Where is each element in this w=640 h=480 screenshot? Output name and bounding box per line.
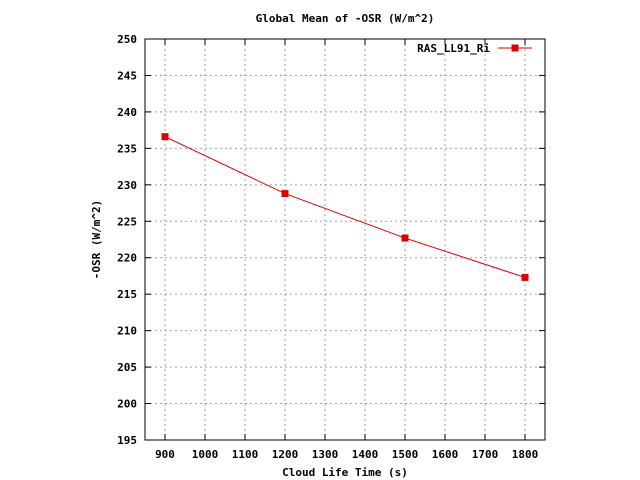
- x-tick-label: 1800: [512, 448, 539, 461]
- legend: RAS_LL91_Ri: [417, 42, 532, 55]
- x-tick-label: 900: [155, 448, 175, 461]
- data-point: [281, 190, 289, 198]
- grid: [145, 38, 545, 441]
- series-layer: [161, 133, 529, 281]
- x-tick-label: 1000: [192, 448, 219, 461]
- y-tick-label: 240: [117, 106, 137, 119]
- x-tick-label: 1300: [312, 448, 339, 461]
- y-tick-label: 230: [117, 179, 137, 192]
- y-tick-label: 220: [117, 252, 137, 265]
- y-tick-label: 195: [117, 434, 137, 447]
- x-tick-label: 1700: [472, 448, 499, 461]
- y-tick-label: 225: [117, 215, 137, 228]
- legend-label: RAS_LL91_Ri: [417, 42, 490, 55]
- y-tick-label: 205: [117, 361, 137, 374]
- chart-title: Global Mean of -OSR (W/m^2): [256, 12, 435, 25]
- x-tick-label: 1500: [392, 448, 419, 461]
- axis-ticks: 900 1000 1100 1200 1300 1400 1500 1600 1700 1800 1…: [117, 33, 545, 461]
- x-tick-label: 1400: [352, 448, 379, 461]
- x-tick-label: 1100: [232, 448, 259, 461]
- x-tick-label: 1200: [272, 448, 299, 461]
- legend-marker: [511, 44, 519, 52]
- y-axis-label: -OSR (W/m^2): [90, 200, 103, 279]
- series-line: [164, 136, 526, 278]
- data-point: [401, 234, 409, 242]
- x-axis-label: Cloud Life Time (s): [282, 466, 408, 479]
- y-tick-label: 235: [117, 142, 137, 155]
- y-tick-label: 250: [117, 33, 137, 46]
- plot-frame: [144, 38, 546, 441]
- y-tick-label: 200: [117, 398, 137, 411]
- y-tick-label: 210: [117, 325, 137, 338]
- x-tick-label: 1600: [432, 448, 459, 461]
- y-tick-label: 215: [117, 288, 137, 301]
- data-point: [521, 273, 529, 281]
- y-tick-label: 245: [117, 69, 137, 82]
- data-point: [161, 133, 169, 141]
